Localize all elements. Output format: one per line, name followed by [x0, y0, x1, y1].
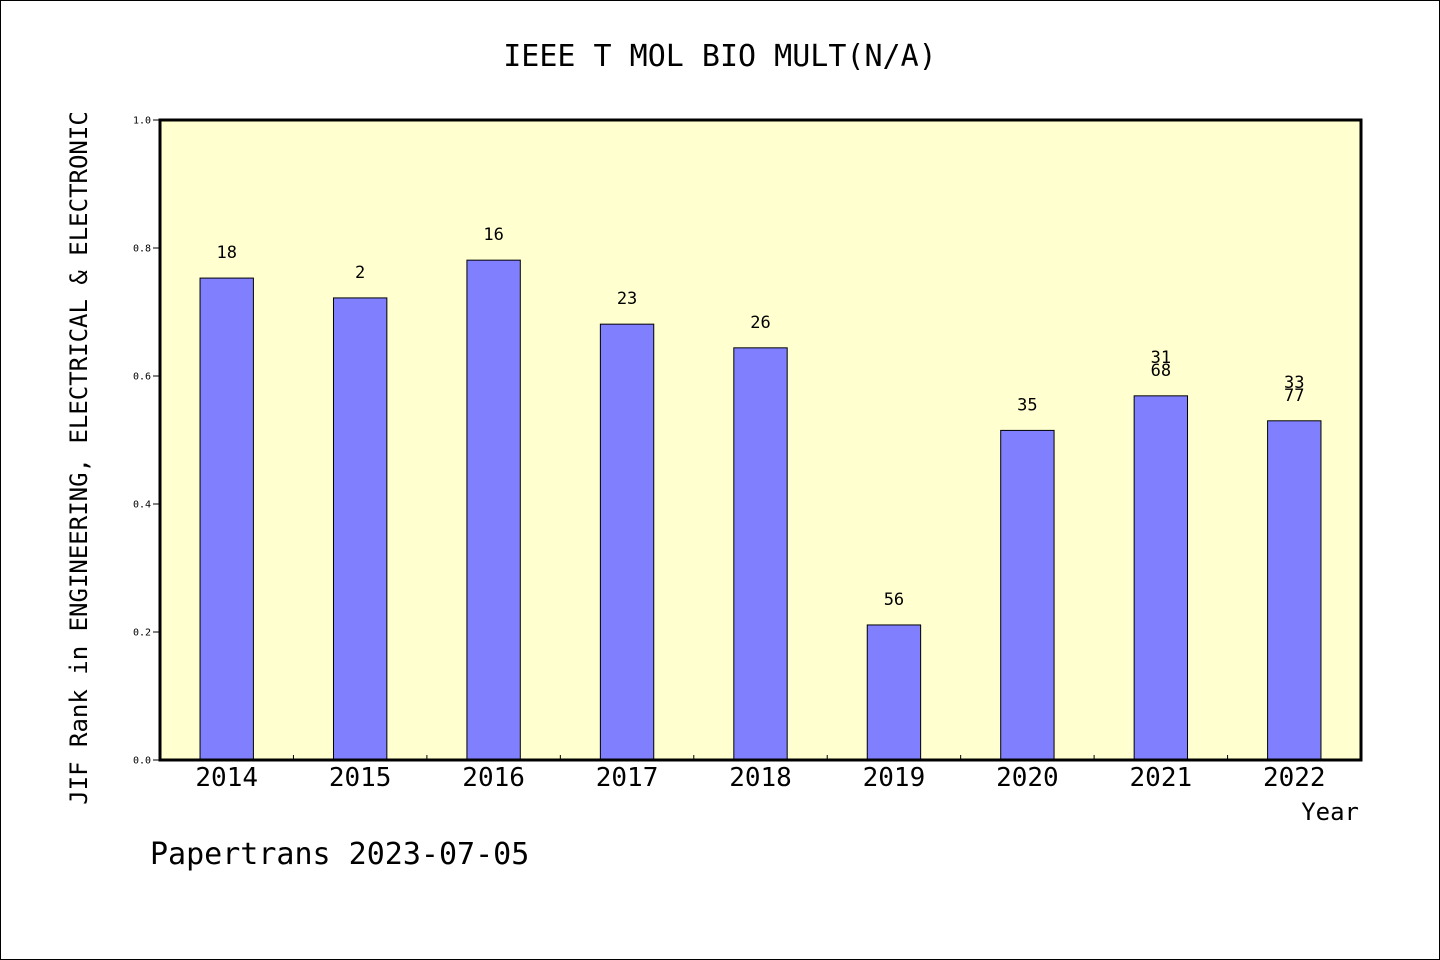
bar-2020: [1000, 429, 1055, 761]
bar-data-label: 33: [1284, 373, 1304, 393]
bar-2015: [332, 297, 388, 761]
chart-title: IEEE T MOL BIO MULT(N/A): [503, 39, 936, 74]
y-axis-label: JIF Rank in ENGINEERING, ELECTRICAL & EL…: [65, 111, 93, 805]
bar-data-label: 2: [355, 263, 365, 283]
bar-data-label: 18: [216, 243, 236, 263]
x-tick-label: 2022: [1263, 763, 1326, 793]
bar-2019: [866, 624, 922, 761]
plot-frame: [158, 118, 1363, 762]
bar-2016: [466, 259, 521, 761]
y-tick-label: 0.6: [133, 372, 151, 383]
x-tick-label: 2017: [596, 763, 659, 793]
bar-2021: [1133, 395, 1189, 761]
y-tick-label: 1.0: [133, 116, 151, 127]
x-tick-label: 2018: [729, 763, 792, 793]
bar-2022: [1267, 420, 1322, 761]
bar-data-label: 68: [1151, 361, 1171, 381]
bar-2017: [599, 323, 655, 761]
x-tick-label: 2014: [195, 763, 258, 793]
footer-credit: Papertrans 2023-07-05: [150, 837, 529, 872]
bar-data-label: 31: [1151, 348, 1171, 368]
x-tick-label: 2021: [1130, 763, 1193, 793]
bar-2014: [199, 277, 254, 761]
bar-data-label: 35: [1017, 395, 1037, 415]
bar-data-label: 26: [750, 313, 770, 333]
y-tick-label: 0.8: [133, 244, 151, 255]
x-tick-label: 2015: [329, 763, 392, 793]
x-tick-label: 2016: [462, 763, 525, 793]
x-tick-label: 2020: [996, 763, 1059, 793]
bar-2018: [733, 347, 788, 761]
x-axis-label: Year: [1301, 798, 1359, 826]
y-tick-label: 0.0: [133, 756, 151, 767]
x-tick-label: 2019: [863, 763, 926, 793]
bar-data-label: 23: [617, 289, 637, 309]
y-tick-label: 0.2: [133, 628, 151, 639]
y-tick-label: 0.4: [133, 500, 151, 511]
bar-data-label: 16: [483, 225, 503, 245]
bar-data-label: 77: [1284, 386, 1304, 406]
bar-data-label: 56: [884, 590, 904, 610]
